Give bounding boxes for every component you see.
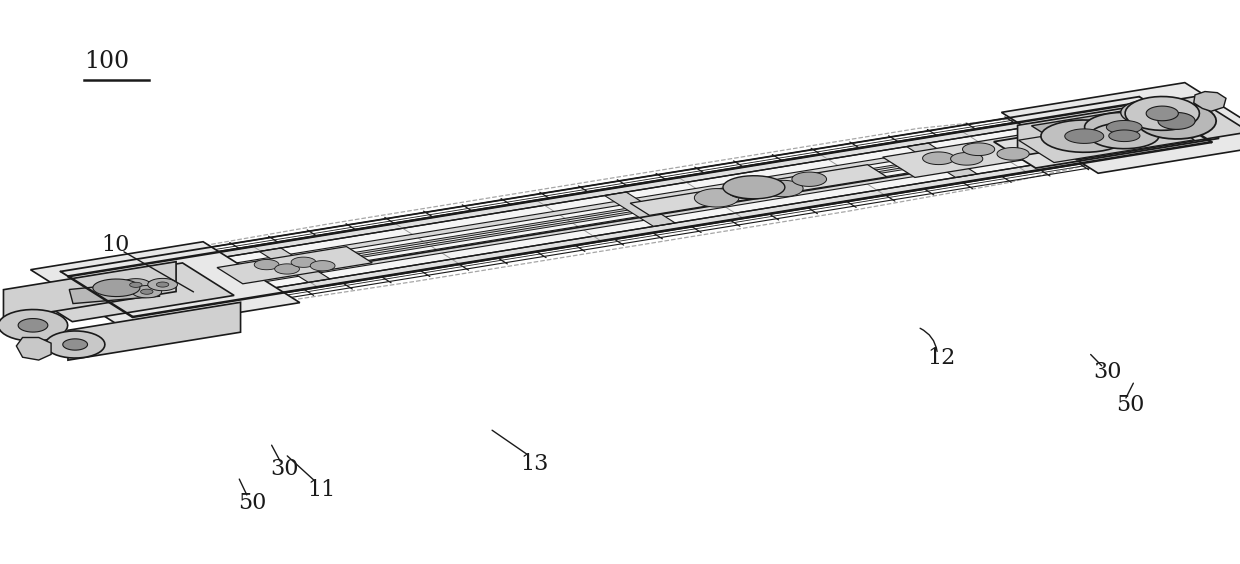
Polygon shape <box>962 143 994 156</box>
Polygon shape <box>291 257 316 267</box>
Polygon shape <box>883 133 1066 178</box>
Polygon shape <box>997 148 1029 160</box>
Polygon shape <box>275 264 300 274</box>
Polygon shape <box>792 172 827 187</box>
Polygon shape <box>1121 100 1183 125</box>
Polygon shape <box>156 282 169 287</box>
Polygon shape <box>68 302 241 360</box>
Polygon shape <box>68 102 1211 317</box>
Polygon shape <box>1018 117 1194 162</box>
Polygon shape <box>69 281 160 303</box>
Text: 50: 50 <box>1116 394 1145 416</box>
Polygon shape <box>97 114 1159 289</box>
Polygon shape <box>951 152 983 165</box>
Polygon shape <box>19 319 48 332</box>
Polygon shape <box>1042 120 1127 152</box>
Polygon shape <box>31 242 300 331</box>
Polygon shape <box>63 339 88 350</box>
Polygon shape <box>4 262 176 320</box>
Polygon shape <box>923 152 955 165</box>
Polygon shape <box>120 129 1183 304</box>
Polygon shape <box>131 285 161 298</box>
Polygon shape <box>46 331 105 358</box>
Polygon shape <box>122 279 151 291</box>
Polygon shape <box>728 183 765 199</box>
Text: 30: 30 <box>270 458 299 481</box>
Polygon shape <box>1158 112 1195 129</box>
Polygon shape <box>108 121 1167 294</box>
Polygon shape <box>1106 121 1142 134</box>
Polygon shape <box>130 282 143 288</box>
Polygon shape <box>694 188 739 207</box>
Polygon shape <box>16 337 51 360</box>
Text: 13: 13 <box>521 452 549 475</box>
Polygon shape <box>1194 91 1226 111</box>
Polygon shape <box>113 125 1172 297</box>
Polygon shape <box>217 246 372 284</box>
Polygon shape <box>1002 82 1240 173</box>
Polygon shape <box>723 176 785 199</box>
Polygon shape <box>68 102 1154 281</box>
Text: 11: 11 <box>308 478 336 501</box>
Polygon shape <box>630 165 887 215</box>
Polygon shape <box>1018 96 1200 156</box>
Polygon shape <box>1109 130 1140 142</box>
FancyArrowPatch shape <box>920 328 937 351</box>
Polygon shape <box>993 112 1219 168</box>
Text: 12: 12 <box>928 347 956 369</box>
Text: 10: 10 <box>102 234 130 257</box>
Polygon shape <box>1085 112 1164 142</box>
Polygon shape <box>1032 105 1177 136</box>
Text: 100: 100 <box>84 50 129 73</box>
Polygon shape <box>1137 103 1216 139</box>
Polygon shape <box>0 310 68 341</box>
Polygon shape <box>1146 106 1178 121</box>
Polygon shape <box>1023 98 1240 160</box>
Polygon shape <box>254 259 279 270</box>
Text: 30: 30 <box>1094 361 1122 384</box>
Polygon shape <box>1125 96 1199 130</box>
Polygon shape <box>1065 129 1104 143</box>
Text: 50: 50 <box>238 492 267 514</box>
Polygon shape <box>259 248 330 283</box>
Polygon shape <box>125 137 1211 317</box>
Polygon shape <box>21 263 234 321</box>
Polygon shape <box>906 143 977 178</box>
Polygon shape <box>1090 123 1159 149</box>
Polygon shape <box>605 192 675 226</box>
Polygon shape <box>140 289 153 294</box>
Polygon shape <box>310 261 335 271</box>
Polygon shape <box>764 180 804 197</box>
Polygon shape <box>93 279 140 297</box>
Polygon shape <box>148 279 177 290</box>
